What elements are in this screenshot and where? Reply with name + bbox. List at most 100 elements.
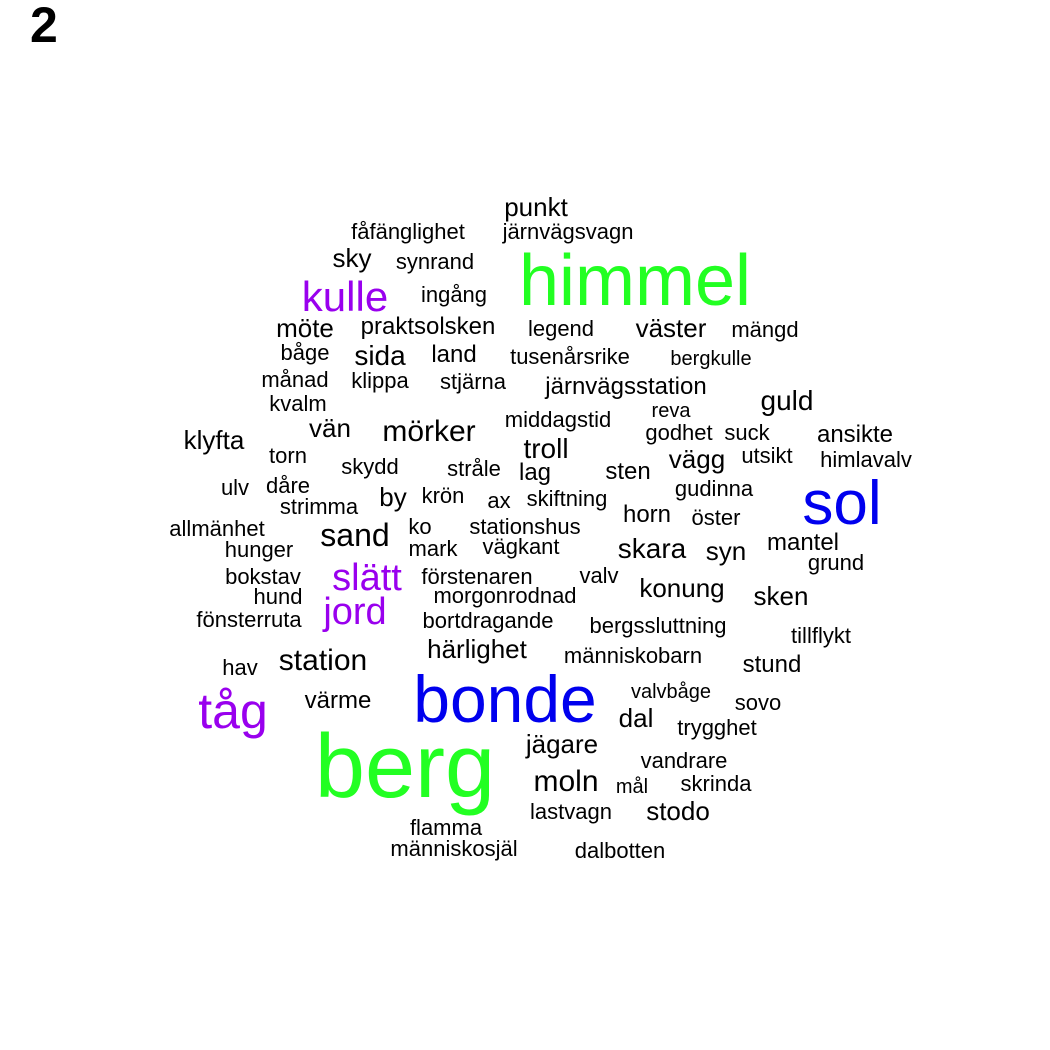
word-station: station: [278, 644, 368, 677]
word-syn: syn: [705, 536, 747, 566]
word-by: by: [379, 482, 407, 512]
word-mark: mark: [408, 536, 458, 561]
word-hund: hund: [253, 584, 303, 609]
word-klippa: klippa: [351, 368, 409, 393]
word-horn: horn: [622, 501, 672, 528]
word-tag: tåg: [198, 683, 268, 739]
word-dal: dal: [618, 703, 654, 733]
word-fafanglighet: fåfänglighet: [351, 219, 465, 244]
word-strale: stråle: [447, 456, 501, 481]
word-stund: stund: [742, 651, 802, 678]
word-vaster: väster: [635, 313, 707, 343]
word-morgonrodnad: morgonrodnad: [433, 583, 577, 608]
word-kron: krön: [421, 483, 465, 508]
word-mote: möte: [276, 313, 334, 343]
word-bergssluttning: bergssluttning: [589, 613, 727, 638]
word-jarnvagsstation: järnvägsstation: [545, 373, 707, 400]
word-sten: sten: [605, 458, 651, 485]
word-stationshus: stationshus: [469, 514, 581, 539]
word-slatt: slätt: [332, 557, 402, 599]
word-ansikte: ansikte: [816, 421, 894, 448]
word-bokstav: bokstav: [225, 564, 301, 589]
word-ingang: ingång: [420, 282, 488, 307]
word-sky: sky: [332, 243, 372, 273]
word-forstenaren: förstenaren: [421, 564, 533, 589]
word-jord: jord: [323, 591, 387, 633]
word-oster: öster: [691, 505, 741, 530]
word-hav: hav: [222, 655, 258, 680]
word-jarnvagsvagn: järnvägsvagn: [502, 219, 634, 244]
word-himmel: himmel: [518, 241, 752, 321]
word-berg: berg: [314, 717, 496, 817]
word-grund: grund: [807, 550, 865, 575]
word-tillflykt: tillflykt: [791, 623, 851, 648]
word-bage: båge: [280, 340, 330, 365]
word-ax: ax: [487, 488, 511, 513]
word-jagare: jägare: [525, 729, 599, 759]
word-kulle: kulle: [301, 273, 389, 320]
word-valvbage: valvbåge: [630, 681, 712, 703]
word-himlavalv: himlavalv: [820, 447, 912, 472]
word-mantel: mantel: [766, 529, 840, 556]
word-punkt: punkt: [504, 192, 568, 222]
word-manniskobarn: människobarn: [563, 643, 703, 668]
word-troll: troll: [523, 433, 569, 464]
word-flamma: flamma: [409, 815, 483, 840]
word-klyfta: klyfta: [183, 425, 245, 455]
word-sken: sken: [753, 581, 809, 611]
word-hunger: hunger: [224, 537, 294, 562]
word-dalbotten: dalbotten: [574, 838, 666, 863]
word-praktsolsken: praktsolsken: [360, 313, 496, 340]
word-sida: sida: [354, 340, 406, 371]
word-ko: ko: [408, 514, 432, 539]
word-tusenarsrike: tusenårsrike: [510, 344, 630, 369]
word-skara: skara: [617, 533, 687, 564]
word-manniskosjal: människosjäl: [390, 836, 518, 861]
word-manad: månad: [261, 367, 329, 392]
word-mal: mål: [615, 776, 649, 798]
word-torn: torn: [269, 443, 307, 468]
word-sand: sand: [320, 517, 390, 553]
word-middagstid: middagstid: [504, 407, 612, 432]
word-vagkant: vägkant: [482, 534, 560, 559]
panel-label: 2: [30, 0, 58, 53]
word-valv: valv: [579, 563, 619, 588]
word-moln: moln: [533, 765, 599, 798]
word-skrinda: skrinda: [680, 771, 752, 796]
word-utsikt: utsikt: [741, 443, 793, 468]
word-legend: legend: [527, 316, 595, 341]
word-mangd: mängd: [731, 317, 799, 342]
word-trygghet: trygghet: [677, 715, 757, 740]
word-vandrare: vandrare: [640, 748, 728, 773]
word-stodo: stodo: [646, 796, 710, 826]
word-bergkulle: bergkulle: [670, 348, 752, 370]
word-sovo: sovo: [734, 690, 782, 715]
word-allmanhet: allmänhet: [169, 516, 265, 541]
word-varme: värme: [304, 687, 372, 714]
word-ulv: ulv: [220, 475, 250, 500]
word-strimma: strimma: [279, 494, 359, 519]
word-konung: konung: [639, 573, 725, 603]
word-guld: guld: [760, 385, 814, 416]
word-gudinna: gudinna: [674, 476, 754, 501]
word-skydd: skydd: [341, 454, 399, 479]
word-land: land: [431, 341, 477, 368]
word-van: vän: [309, 413, 351, 443]
word-sol: sol: [802, 469, 882, 538]
word-synrand: synrand: [395, 249, 475, 274]
word-skiftning: skiftning: [526, 486, 608, 511]
word-lag: lag: [518, 459, 552, 486]
word-morker: mörker: [382, 415, 476, 448]
word-fonsterruta: fönsterruta: [196, 607, 302, 632]
word-lastvagn: lastvagn: [530, 799, 612, 824]
word-kvalm: kvalm: [269, 391, 327, 416]
word-godhet: godhet: [645, 420, 713, 445]
word-stjarna: stjärna: [439, 369, 507, 394]
word-harlighet: härlighet: [427, 634, 527, 664]
word-vagg: vägg: [668, 444, 726, 474]
word-bonde: bonde: [413, 662, 597, 736]
word-suck: suck: [724, 420, 770, 445]
word-bortdragande: bortdragande: [422, 608, 554, 633]
word-reva: reva: [651, 400, 691, 422]
